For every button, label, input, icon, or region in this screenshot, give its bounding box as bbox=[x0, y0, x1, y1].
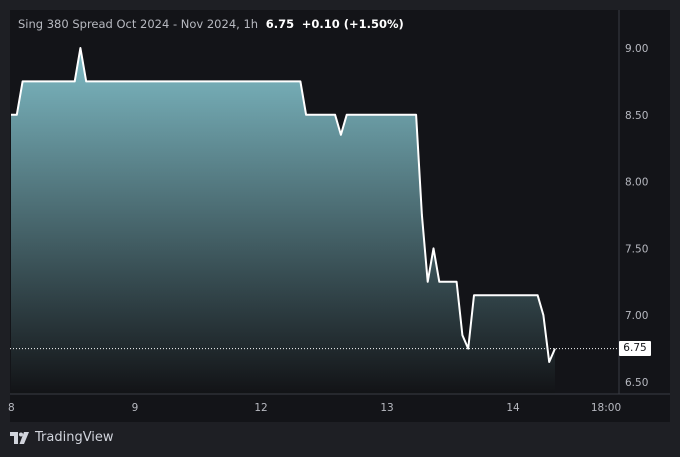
y-tick-label: 7.00 bbox=[625, 310, 648, 322]
tradingview-brand[interactable]: TradingView bbox=[10, 430, 114, 445]
y-tick-label: 6.50 bbox=[625, 377, 648, 389]
y-tick-label: 8.50 bbox=[625, 110, 648, 122]
plot-area[interactable] bbox=[10, 47, 619, 394]
tradingview-logo-icon bbox=[10, 431, 29, 444]
legend-last-value: 6.75 bbox=[265, 17, 295, 31]
legend-change: +0.10 (+1.50%) bbox=[301, 17, 404, 31]
y-tick-label: 9.00 bbox=[625, 43, 648, 55]
x-tick-label: 18:00 bbox=[591, 402, 621, 414]
x-tick-label: 8 bbox=[8, 402, 15, 414]
x-tick-label: 9 bbox=[132, 402, 139, 414]
x-tick-label: 13 bbox=[380, 402, 393, 414]
legend-symbol: Sing 380 Spread Oct 2024 - Nov 2024, 1h bbox=[18, 17, 259, 31]
x-tick-label: 14 bbox=[506, 402, 520, 414]
x-axis-ticks[interactable]: 8 9 12 13 14 18:00 bbox=[8, 402, 621, 414]
last-price-tag: 6.75 bbox=[619, 341, 651, 357]
chart-legend: Sing 380 Spread Oct 2024 - Nov 2024, 1h … bbox=[18, 17, 404, 31]
y-axis-ticks[interactable]: 9.00 8.50 8.00 7.50 7.00 6.50 bbox=[625, 43, 648, 389]
series-line[interactable] bbox=[11, 47, 556, 363]
y-tick-label: 8.00 bbox=[625, 177, 648, 189]
brand-name: TradingView bbox=[35, 430, 114, 445]
y-tick-label: 7.50 bbox=[625, 243, 648, 255]
series-area-fill bbox=[11, 48, 555, 394]
x-tick-label: 12 bbox=[254, 402, 267, 414]
